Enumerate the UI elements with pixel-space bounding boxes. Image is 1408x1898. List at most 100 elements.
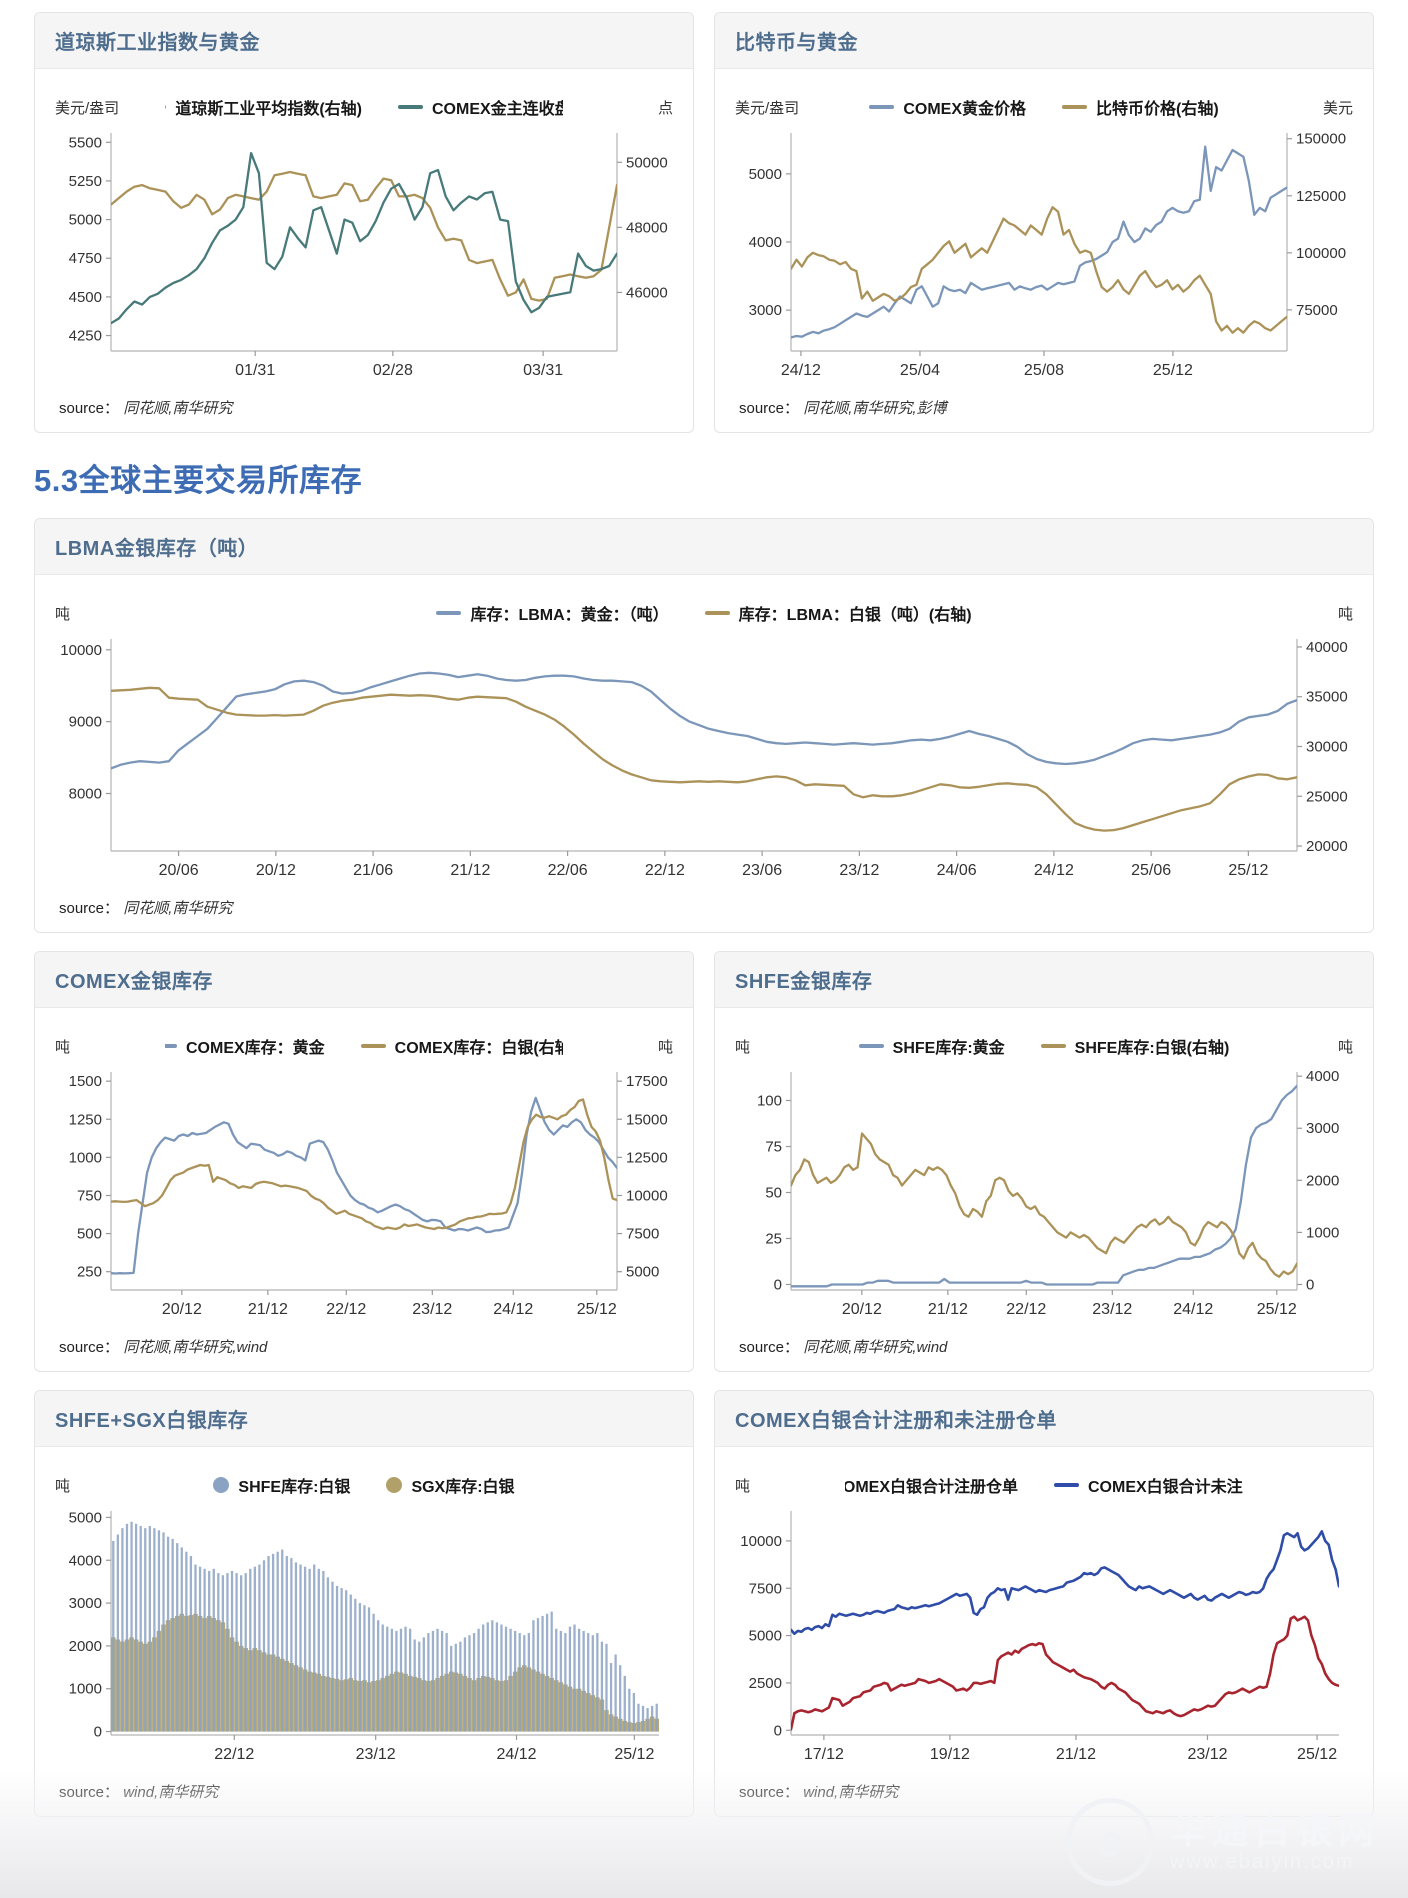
chart-title: 比特币与黄金	[735, 32, 858, 54]
svg-text:25/08: 25/08	[1024, 362, 1064, 379]
legend-item: SGX库存:白银	[386, 1473, 515, 1497]
left-axis-unit: 吨	[735, 1477, 751, 1495]
source-value: 同花顺,南华研究	[123, 400, 233, 417]
svg-text:1000: 1000	[69, 1149, 102, 1166]
svg-text:150000: 150000	[1296, 131, 1346, 148]
svg-text:5000: 5000	[749, 166, 782, 183]
left-axis-unit: 吨	[55, 1477, 71, 1495]
svg-text:5500: 5500	[69, 134, 102, 151]
legend-item: COMEX金主连收盘价	[398, 95, 563, 119]
svg-text:4250: 4250	[69, 328, 102, 345]
source-label: source：	[739, 1339, 800, 1356]
chart-plot: 10000 7500 5000 2500 0 17/12 19/12 21/12 23/12 25…	[731, 1501, 1357, 1769]
chart-card-dow-gold: 道琼斯工业指数与黄金 美元/盎司 道琼斯工业平均指数(右轴) COMEX金主连收盘…	[34, 12, 694, 433]
legend-item: COMEX库存：黄金	[165, 1034, 325, 1058]
svg-text:25/12: 25/12	[577, 1301, 617, 1318]
legend-line-swatch	[1040, 1044, 1066, 1048]
svg-text:24/12: 24/12	[1034, 862, 1074, 879]
axis-unit-row: 吨 SHFE库存:黄金 SHFE库存:白银(右轴) 吨	[731, 1034, 1357, 1058]
svg-text:24/12: 24/12	[493, 1301, 533, 1318]
svg-text:4000: 4000	[749, 234, 782, 251]
svg-text:250: 250	[77, 1264, 102, 1281]
chart-row-4: SHFE+SGX白银库存 吨 SHFE库存:白银 SGX库存:白银 5000 400…	[34, 1390, 1374, 1817]
legend-label: COMEX金主连收盘价	[432, 101, 563, 118]
source-value: 同花顺,南华研究,彭博	[803, 400, 947, 417]
left-axis-unit: 美元/盎司	[735, 99, 800, 117]
svg-text:4750: 4750	[69, 250, 102, 267]
svg-text:75: 75	[765, 1139, 782, 1156]
svg-text:23/12: 23/12	[356, 1746, 396, 1763]
legend-line-swatch	[704, 611, 730, 615]
svg-text:7500: 7500	[749, 1580, 782, 1597]
svg-text:22/12: 22/12	[1006, 1301, 1046, 1318]
svg-text:5000: 5000	[626, 1264, 659, 1281]
card-header: LBMA金银库存（吨）	[35, 519, 1373, 575]
chart-title: SHFE+SGX白银库存	[55, 1410, 249, 1432]
chart-row-2: LBMA金银库存（吨） 吨 库存：LBMA：黄金：（吨） 库存：LBMA：白银（吨…	[34, 518, 1374, 933]
legend-label: COMEX白银合计注册仓单	[845, 1479, 1018, 1496]
chart-plot: 10000 9000 8000 40000 35000 30000 25000 20000 20…	[51, 629, 1357, 885]
section-title: 5.3全球主要交易所库存	[34, 463, 363, 498]
watermark-text: 华通白银网 www.ebaiyin.com	[1170, 1810, 1380, 1874]
legend-dot-swatch	[386, 1477, 403, 1493]
legend-line-swatch	[165, 1044, 177, 1048]
svg-text:4000: 4000	[1306, 1068, 1339, 1085]
svg-text:50: 50	[765, 1184, 782, 1201]
svg-text:7500: 7500	[626, 1226, 659, 1243]
svg-text:40000: 40000	[1306, 639, 1348, 656]
svg-text:1250: 1250	[69, 1111, 102, 1128]
source-row: source： 同花顺,南华研究,wind	[731, 1324, 1357, 1363]
legend-label: COMEX库存：黄金	[185, 1040, 325, 1057]
legend-line-swatch	[858, 1044, 884, 1048]
chart-legend: SHFE库存:白银 SGX库存:白银	[165, 1473, 563, 1497]
chart-body: 美元/盎司 COMEX黄金价格 比特币价格(右轴) 美元 5000 4000 3000…	[715, 69, 1373, 432]
source-label: source：	[59, 1339, 120, 1356]
left-axis-unit: 吨	[55, 1038, 71, 1056]
source-row: source： 同花顺,南华研究,彭博	[731, 385, 1357, 424]
source-row: source： 同花顺,南华研究	[51, 385, 677, 424]
svg-text:2000: 2000	[1306, 1172, 1339, 1189]
svg-text:17/12: 17/12	[804, 1746, 844, 1763]
chart-row-3: COMEX金银库存 吨 COMEX库存：黄金 COMEX库存：白银(右轴) 吨 1…	[34, 951, 1374, 1372]
source-row: source： 同花顺,南华研究,wind	[51, 1324, 677, 1363]
legend-label: SHFE库存:白银(右轴)	[1074, 1040, 1230, 1057]
chart-plot: 1500 1250 1000 750 500 250 17500 15000 12500 1000…	[51, 1062, 677, 1324]
svg-text:75000: 75000	[1296, 302, 1338, 319]
svg-text:2000: 2000	[69, 1638, 102, 1655]
source-value: 同花顺,南华研究,wind	[803, 1339, 948, 1356]
source-value: 同花顺,南华研究	[123, 900, 233, 917]
legend-line-swatch	[436, 611, 462, 615]
svg-text:100000: 100000	[1296, 245, 1346, 262]
legend-line-swatch	[360, 1044, 386, 1048]
chart-legend: 库存：LBMA：黄金：（吨） 库存：LBMA：白银（吨）(右轴)	[165, 601, 1243, 625]
chart-body: 吨 SHFE库存:白银 SGX库存:白银 5000 4000 3000 2000 1000…	[35, 1447, 693, 1816]
svg-text:9000: 9000	[69, 714, 102, 731]
svg-text:46000: 46000	[626, 284, 668, 301]
chart-canvas: 10000 9000 8000 40000 35000 30000 25000 20000 20…	[60, 639, 1348, 879]
svg-text:22/06: 22/06	[548, 862, 588, 879]
chart-canvas: 100 75 50 25 0 4000 3000 2000 1000 0 20/12 21/12 22/…	[757, 1068, 1339, 1318]
source-value: wind,南华研究	[803, 1784, 899, 1801]
svg-text:21/12: 21/12	[1056, 1746, 1096, 1763]
legend-label: SHFE库存:白银	[238, 1479, 351, 1496]
svg-text:100: 100	[757, 1093, 782, 1110]
svg-text:20/12: 20/12	[162, 1301, 202, 1318]
svg-text:25/04: 25/04	[900, 362, 940, 379]
chart-plot: 5000 4000 3000 150000 125000 100000 75000 24/12…	[731, 123, 1357, 385]
legend-line-swatch	[398, 105, 423, 109]
svg-text:500: 500	[77, 1226, 102, 1243]
legend-item: COMEX白银合计注册仓单	[845, 1473, 1018, 1497]
card-header: 比特币与黄金	[715, 13, 1373, 69]
chart-title: COMEX白银合计注册和未注册仓单	[735, 1410, 1057, 1432]
chart-canvas: 10000 7500 5000 2500 0 17/12 19/12 21/12 23/12 25…	[740, 1511, 1339, 1763]
svg-text:21/06: 21/06	[353, 862, 393, 879]
chart-body: 吨 SHFE库存:黄金 SHFE库存:白银(右轴) 吨 100 75 50 25 0 400…	[715, 1008, 1373, 1371]
right-axis-unit: 吨	[1337, 605, 1353, 623]
svg-text:5000: 5000	[69, 212, 102, 229]
svg-text:20/12: 20/12	[842, 1301, 882, 1318]
source-label: source：	[59, 900, 120, 917]
axis-unit-row: 美元/盎司 COMEX黄金价格 比特币价格(右轴) 美元	[731, 95, 1357, 119]
source-row: source： wind,南华研究	[51, 1769, 677, 1808]
svg-text:23/12: 23/12	[1187, 1746, 1227, 1763]
